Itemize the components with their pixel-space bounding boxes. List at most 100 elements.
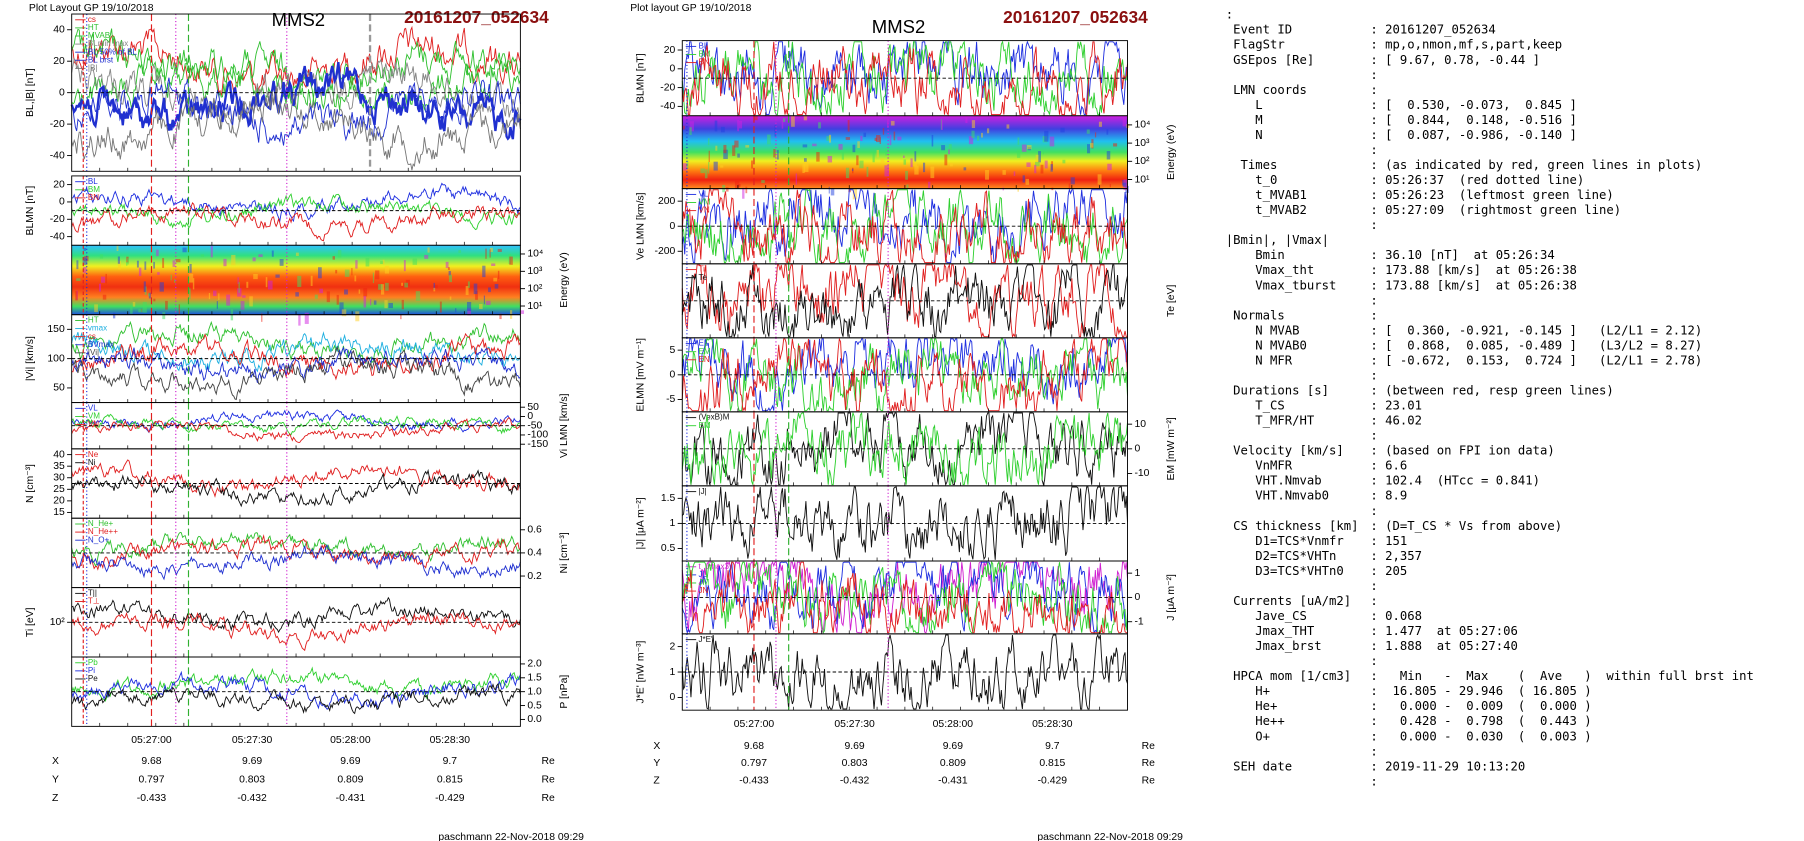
- spectrogram-streak: [941, 120, 943, 131]
- trace: [71, 531, 521, 567]
- y-tick-label: 0.0: [527, 714, 542, 725]
- spectrogram-streak: [738, 120, 743, 129]
- info-value: : 0.428 - 0.798 ( 0.443 ): [1370, 714, 1591, 728]
- spectrogram-streak: [828, 186, 830, 194]
- spectrogram-streak: [905, 170, 908, 180]
- y-axis-label: BLMN [nT]: [635, 53, 646, 103]
- spectrogram-streak: [802, 163, 805, 173]
- trace: [681, 337, 1128, 412]
- spectrogram-streak: [804, 161, 809, 173]
- legend-entry: N_He+: [88, 519, 114, 528]
- orbit-cell: 0.797: [741, 758, 767, 769]
- spectrogram-streak: [385, 282, 389, 291]
- spectrogram-streak: [126, 262, 128, 266]
- info-value: :: [1370, 83, 1377, 97]
- panel-frame: [71, 656, 521, 727]
- spectrogram-streak: [159, 282, 164, 292]
- y-tick-label: 25: [53, 484, 65, 495]
- spectrogram-streak: [427, 247, 430, 253]
- trace: [681, 337, 1128, 413]
- spectrogram-streak: [165, 300, 168, 310]
- info-value: : [ -0.672, 0.153, 0.724 ] (L2/L1 = 2.78…: [1370, 353, 1702, 367]
- orbit-cell: 9.69: [242, 756, 262, 767]
- orbit-cell: -0.431: [336, 793, 366, 804]
- spectrogram-streak: [475, 290, 478, 300]
- spectrogram-streak: [828, 134, 832, 143]
- spectrogram-streak: [1070, 177, 1075, 185]
- spectrogram-streak: [1002, 170, 1006, 175]
- spectrogram-streak: [153, 298, 156, 302]
- plot-title: MMS2: [872, 16, 925, 37]
- spectrogram-streak: [903, 155, 905, 158]
- spectrogram-streak: [497, 248, 502, 252]
- spectrogram-streak: [968, 136, 974, 145]
- spectrogram-streak: [192, 278, 195, 290]
- legend-entry: J*E': [698, 635, 713, 644]
- info-value: : 36.10 [nT] at 05:26:34: [1370, 248, 1554, 262]
- info-value: : 05:26:37 (red dotted line): [1370, 173, 1584, 187]
- spectrogram-streak: [734, 140, 739, 148]
- y-tick-label: 10²: [527, 283, 543, 294]
- spectrogram-streak: [707, 138, 710, 146]
- spectrogram-streak: [754, 116, 758, 121]
- spectrogram-streak: [258, 254, 263, 258]
- spectrogram-streak: [774, 125, 777, 137]
- spectrogram-streak: [876, 135, 881, 143]
- spectrogram-streak: [1044, 160, 1048, 169]
- trace: [71, 87, 521, 171]
- spectrogram-streak: [226, 294, 231, 306]
- spectrogram-streak: [732, 145, 736, 156]
- spectrogram-streak: [378, 284, 383, 290]
- spectrogram-streak: [138, 267, 142, 276]
- spectrogram-streak: [1122, 182, 1127, 187]
- orbit-cell: Re: [541, 793, 555, 804]
- y-axis-label: |J| [μA m⁻²]: [635, 497, 646, 549]
- spectrogram-streak: [216, 301, 218, 309]
- spectrogram-streak: [400, 314, 402, 320]
- orbit-cell: 0.809: [940, 758, 966, 769]
- info-value: : 46.02: [1370, 414, 1422, 428]
- orbit-cell: Re: [1142, 775, 1156, 786]
- info-value: : 173.88 [km/s] at 05:26:38: [1370, 278, 1577, 292]
- info-value: :: [1370, 744, 1377, 758]
- spectrogram-streak: [174, 279, 176, 283]
- spectrogram-streak: [773, 149, 776, 158]
- spectrogram-streak: [1122, 118, 1127, 127]
- legend-entry: BM: [698, 50, 710, 59]
- y-axis-label: Ve LMN [km/s]: [635, 192, 646, 260]
- spectrogram-streak: [401, 299, 404, 310]
- orbit-cell: Z: [52, 793, 59, 804]
- spectrogram-streak: [458, 250, 462, 253]
- time-tick-label: 05:27:00: [734, 719, 775, 730]
- trace: [71, 331, 521, 373]
- trace: [681, 411, 1128, 486]
- spectrogram-streak: [223, 258, 227, 267]
- spectrogram-streak: [170, 274, 172, 281]
- legend-entry: VM: [698, 198, 710, 207]
- spectrogram-streak: [178, 304, 181, 315]
- y-axis-label: |Vi| [km/s]: [25, 336, 36, 381]
- spectrogram-streak: [404, 282, 409, 288]
- spectrogram-streak: [884, 165, 889, 177]
- spectrogram-streak: [826, 136, 831, 141]
- info-key: Vmax_tburst: [1226, 278, 1337, 292]
- legend-entry: HT: [88, 23, 99, 32]
- spectrogram-streak: [499, 313, 502, 320]
- y-tick-label: 20: [664, 45, 676, 56]
- info-value: : [ 9.67, 0.78, -0.44 ]: [1370, 53, 1540, 67]
- y-tick-label: -40: [660, 101, 675, 112]
- spectrogram-streak: [83, 266, 87, 274]
- orbit-cell: Y: [653, 758, 660, 769]
- trace: [681, 633, 1128, 711]
- spectrogram-streak: [142, 302, 147, 313]
- spectrogram-streak: [866, 166, 869, 177]
- legend-entry: cs: [88, 332, 96, 341]
- y-tick-label: -40: [50, 150, 65, 161]
- legend-entry: vmax: [88, 324, 107, 333]
- spectrogram-streak: [355, 260, 358, 269]
- spectrogram-streak: [253, 273, 258, 280]
- info-key: Currents [uA/m2]: [1226, 594, 1351, 608]
- spectrogram-streak: [363, 288, 368, 297]
- orbit-cell: -0.433: [739, 775, 769, 786]
- spectrogram-streak: [1062, 159, 1066, 164]
